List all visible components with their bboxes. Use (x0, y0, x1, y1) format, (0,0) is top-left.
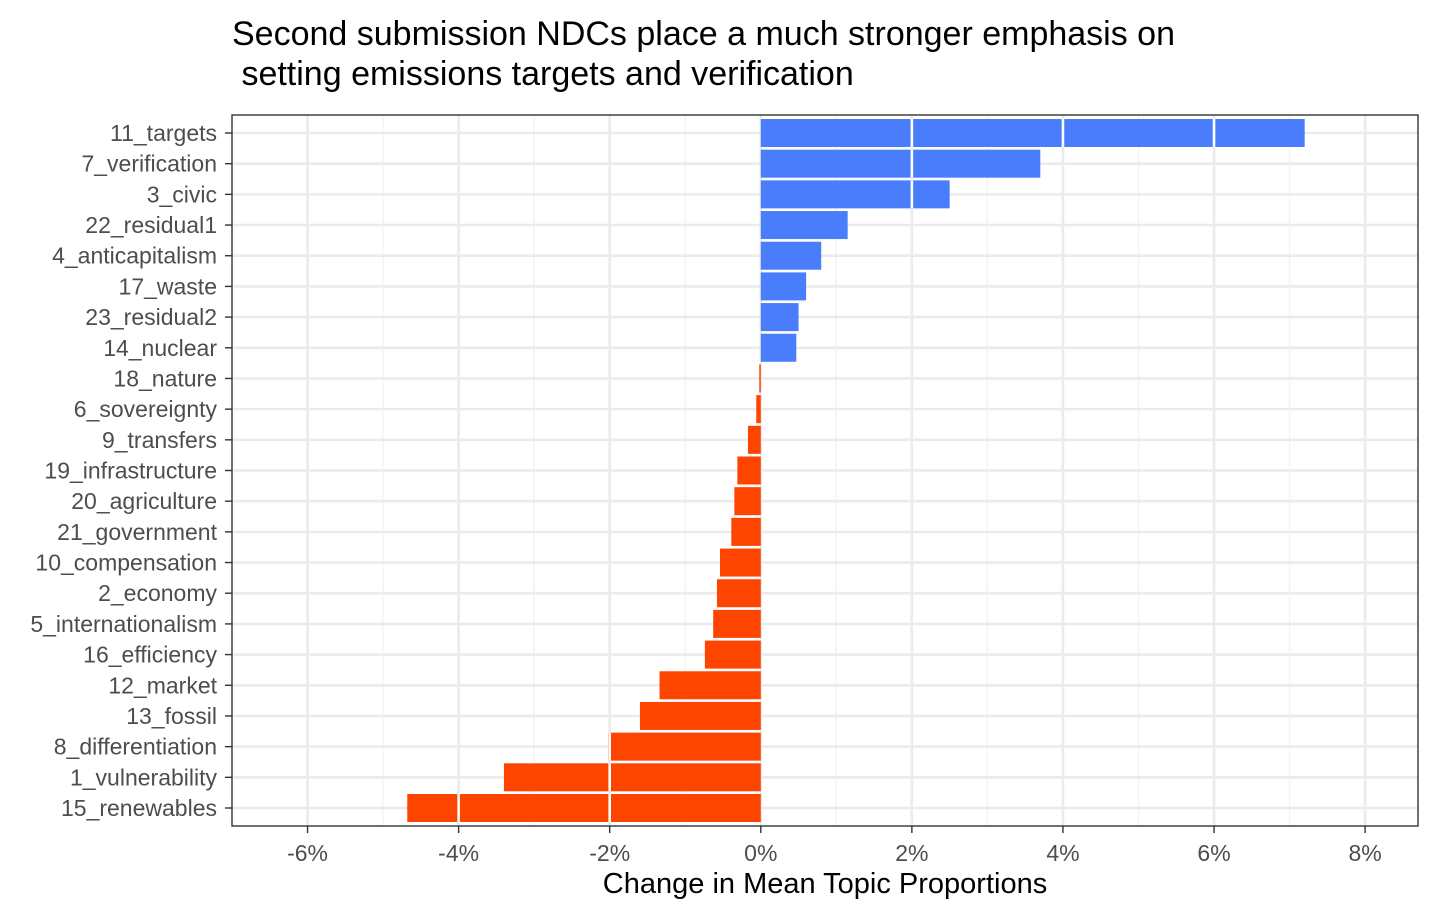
bar-8_differentiation (608, 732, 761, 761)
y-tick-label: 22_residual1 (85, 212, 217, 238)
x-tick-label: -2% (589, 840, 630, 866)
x-tick-label: 0% (744, 840, 777, 866)
bar-1_vulnerability (503, 763, 761, 792)
bar-22_residual1 (760, 211, 848, 240)
bar-9_transfers (747, 425, 761, 454)
bar-7_verification (760, 149, 1041, 178)
y-tick-label: 4_anticapitalism (52, 243, 217, 269)
y-tick-label: 7_verification (81, 151, 217, 177)
bar-10_compensation (719, 548, 761, 577)
bar-3_civic (760, 180, 950, 209)
y-tick-label: 10_compensation (35, 550, 217, 576)
bars (407, 119, 1305, 822)
y-tick-label: 11_targets (110, 120, 217, 146)
y-tick-label: 13_fossil (126, 703, 217, 729)
x-tick-label: 2% (895, 840, 928, 866)
y-tick-label: 16_efficiency (83, 642, 217, 668)
bar-4_anticapitalism (760, 241, 822, 270)
bar-14_nuclear (760, 333, 797, 362)
x-axis-title: Change in Mean Topic Proportions (602, 868, 1048, 900)
x-tick-label: -4% (438, 840, 479, 866)
y-tick-label: 20_agriculture (71, 488, 217, 514)
y-tick-label: 14_nuclear (103, 335, 217, 361)
x-axis-labels: -6% -4% -2% 0% 2% 4% 6% 8% (287, 826, 1382, 866)
bar-20_agriculture (734, 487, 761, 516)
bar-21_government (731, 517, 761, 546)
bar-5_internationalism (713, 609, 761, 638)
y-tick-label: 5_internationalism (30, 611, 217, 637)
bar-2_economy (716, 579, 761, 608)
x-tick-label: 8% (1348, 840, 1381, 866)
y-tick-label: 18_nature (113, 365, 217, 391)
bar-15_renewables (407, 794, 761, 822)
y-tick-label: 2_economy (98, 580, 217, 606)
y-tick-label: 6_sovereignty (74, 396, 218, 422)
y-axis-labels: 11_targets 7_verification 3_civic 22_residu… (30, 120, 232, 821)
y-tick-label: 12_market (108, 672, 217, 698)
x-tick-label: 6% (1197, 840, 1230, 866)
x-tick-label: -6% (287, 840, 328, 866)
chart-title: Second submission NDCs place a much stro… (232, 15, 1176, 93)
y-tick-label: 9_transfers (102, 427, 217, 453)
bar-23_residual2 (760, 303, 799, 332)
bar-17_waste (760, 272, 807, 301)
bar-11_targets (760, 119, 1305, 147)
bar-12_market (659, 671, 761, 700)
y-tick-label: 21_government (57, 519, 217, 545)
bar-18_nature (759, 364, 761, 393)
y-tick-label: 8_differentiation (54, 734, 217, 760)
y-tick-label: 3_civic (147, 181, 217, 207)
y-tick-label: 19_infrastructure (44, 458, 217, 484)
bar-19_infrastructure (737, 456, 761, 485)
y-tick-label: 15_renewables (61, 795, 217, 821)
bar-16_efficiency (704, 640, 761, 669)
x-tick-label: 4% (1046, 840, 1079, 866)
y-tick-label: 23_residual2 (85, 304, 217, 330)
y-tick-label: 1_vulnerability (70, 764, 218, 790)
bar-6_sovereignty (756, 395, 761, 424)
bar-13_fossil (639, 701, 761, 730)
y-tick-label: 17_waste (119, 273, 217, 299)
